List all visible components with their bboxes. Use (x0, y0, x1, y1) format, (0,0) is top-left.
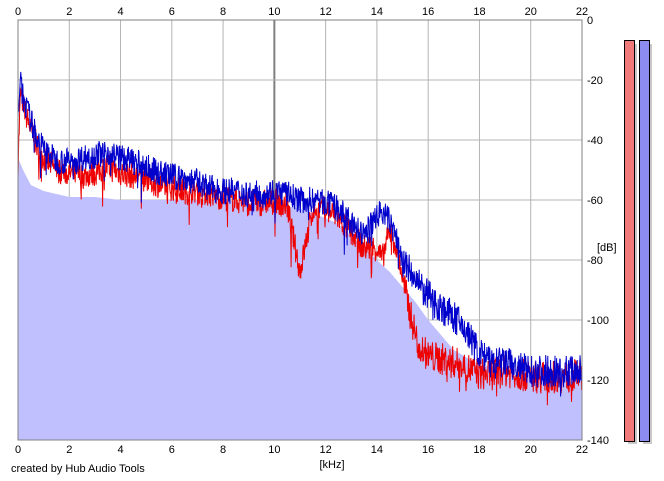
y-tick-label-6: -120 (587, 375, 609, 387)
x-tick-label-top-0: 0 (15, 6, 21, 18)
series-line-0 (17, 71, 583, 397)
series-layer (17, 71, 583, 406)
x-tick-label-bottom-10: 20 (525, 444, 537, 456)
series-line-1 (17, 87, 583, 406)
level-meter-right (639, 40, 650, 442)
x-tick-label-bottom-5: 10 (268, 444, 280, 456)
x-axis-label: [kHz] (319, 459, 344, 471)
y-tick-labels: 0 -20 -40 -60 -80 -100 -120 -140 (587, 15, 609, 447)
x-tick-label-top-5: 10 (268, 6, 280, 18)
y-tick-label-1: -20 (587, 75, 603, 87)
y-tick-label-7: -140 (587, 435, 609, 447)
x-tick-label-top-1: 2 (66, 6, 72, 18)
y-tick-label-0: 0 (587, 15, 593, 27)
y-tick-label-3: -60 (587, 195, 603, 207)
x-tick-labels-top: 0 2 4 6 8 10 12 14 16 18 20 22 (15, 6, 588, 18)
x-tick-label-bottom-4: 8 (220, 444, 226, 456)
x-tick-label-top-9: 18 (473, 6, 485, 18)
x-tick-label-bottom-7: 14 (371, 444, 383, 456)
plot-frame (17, 19, 583, 441)
credit-text: created by Hub Audio Tools (11, 463, 145, 475)
y-tick-label-4: -80 (587, 255, 603, 267)
x-tick-label-top-11: 22 (576, 6, 588, 18)
x-tick-label-top-4: 8 (220, 6, 226, 18)
x-tick-label-top-8: 16 (422, 6, 434, 18)
x-tick-label-top-10: 20 (525, 6, 537, 18)
x-tick-label-bottom-2: 4 (117, 444, 123, 456)
level-meter-left (624, 40, 635, 442)
x-tick-label-bottom-1: 2 (66, 444, 72, 456)
x-tick-label-top-2: 4 (117, 6, 123, 18)
x-tick-label-bottom-6: 12 (320, 444, 332, 456)
x-tick-label-top-7: 14 (371, 6, 383, 18)
y-tick-label-5: -100 (587, 315, 609, 327)
x-tick-label-top-3: 6 (169, 6, 175, 18)
x-tick-labels-bottom: 0 2 4 6 8 10 12 14 16 18 20 22 (15, 444, 588, 456)
y-tick-label-2: -40 (587, 135, 603, 147)
x-tick-label-top-6: 12 (320, 6, 332, 18)
x-tick-label-bottom-8: 16 (422, 444, 434, 456)
x-tick-label-bottom-9: 18 (473, 444, 485, 456)
x-tick-label-bottom-11: 22 (576, 444, 588, 456)
x-tick-label-bottom-0: 0 (15, 444, 21, 456)
y-axis-label: [dB] (597, 242, 617, 254)
x-tick-label-bottom-3: 6 (169, 444, 175, 456)
